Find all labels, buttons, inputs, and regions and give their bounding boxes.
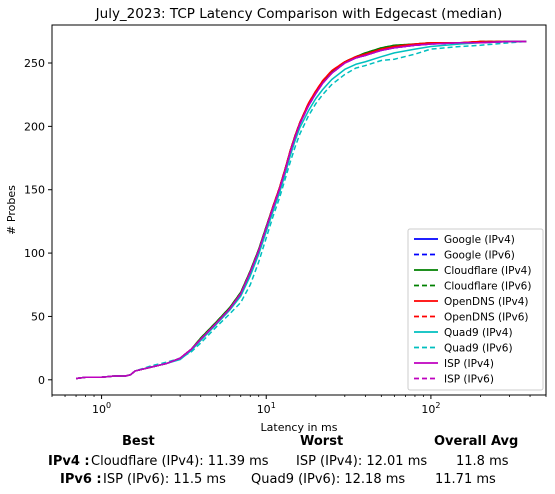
latency-cdf-chart: July_2023: TCP Latency Comparison with E… — [5, 6, 547, 434]
summary-row-ipv4-label: IPv4 : — [48, 454, 90, 469]
legend-label-6: Quad9 (IPv4) — [444, 327, 513, 339]
summary-row-ipv6-overall: 11.71 ms — [435, 472, 496, 487]
legend-label-2: Cloudflare (IPv4) — [444, 265, 531, 277]
x-tick-label-100: 102 — [421, 401, 440, 416]
y-tick-label-200: 200 — [24, 120, 45, 133]
legend-label-5: OpenDNS (IPv6) — [444, 312, 529, 324]
series-line-9 — [75, 40, 527, 380]
summary-row-ipv6-worst: Quad9 (IPv6): 12.18 ms — [251, 472, 406, 487]
summary-header-best: Best — [122, 434, 155, 449]
legend-label-0: Google (IPv4) — [444, 234, 515, 246]
summary-row-ipv6-label: IPv6 : — [60, 472, 102, 487]
x-tick-label-10: 101 — [257, 401, 276, 416]
legend-label-9: ISP (IPv6) — [444, 374, 494, 386]
summary-row-ipv4-overall: 11.8 ms — [456, 454, 509, 469]
series-layer — [75, 40, 527, 380]
summary-row-ipv6-best: ISP (IPv6): 11.5 ms — [103, 472, 226, 487]
y-tick-label-150: 150 — [24, 184, 45, 197]
legend-label-7: Quad9 (IPv6) — [444, 343, 513, 355]
summary-row-ipv4-worst: ISP (IPv4): 12.01 ms — [296, 454, 428, 469]
plot-frame — [51, 24, 547, 396]
x-tick-label-1: 100 — [92, 401, 111, 416]
legend-label-1: Google (IPv6) — [444, 250, 515, 262]
summary-header-overall: Overall Avg — [434, 434, 519, 449]
y-tick-label-100: 100 — [24, 247, 45, 260]
summary-row-ipv4-best: Cloudflare (IPv4): 11.39 ms — [91, 454, 269, 469]
legend-label-3: Cloudflare (IPv6) — [444, 281, 531, 293]
y-tick-label-0: 0 — [38, 374, 45, 387]
legend: Google (IPv4) Google (IPv6) Cloudflare (IP… — [407, 228, 544, 391]
y-tick-label-50: 50 — [31, 310, 45, 323]
legend-label-8: ISP (IPv4) — [444, 358, 494, 370]
axes-layer: 0 50 100 150 200 250 100 101 102 — [24, 57, 547, 416]
summary-header-worst: Worst — [300, 434, 344, 449]
chart-title: July_2023: TCP Latency Comparison with E… — [95, 6, 503, 22]
y-tick-label-250: 250 — [24, 57, 45, 70]
legend-label-4: OpenDNS (IPv4) — [444, 296, 529, 308]
legend-box — [407, 228, 544, 391]
x-axis-label: Latency in ms — [261, 421, 338, 434]
y-axis-label: # Probes — [5, 185, 18, 235]
